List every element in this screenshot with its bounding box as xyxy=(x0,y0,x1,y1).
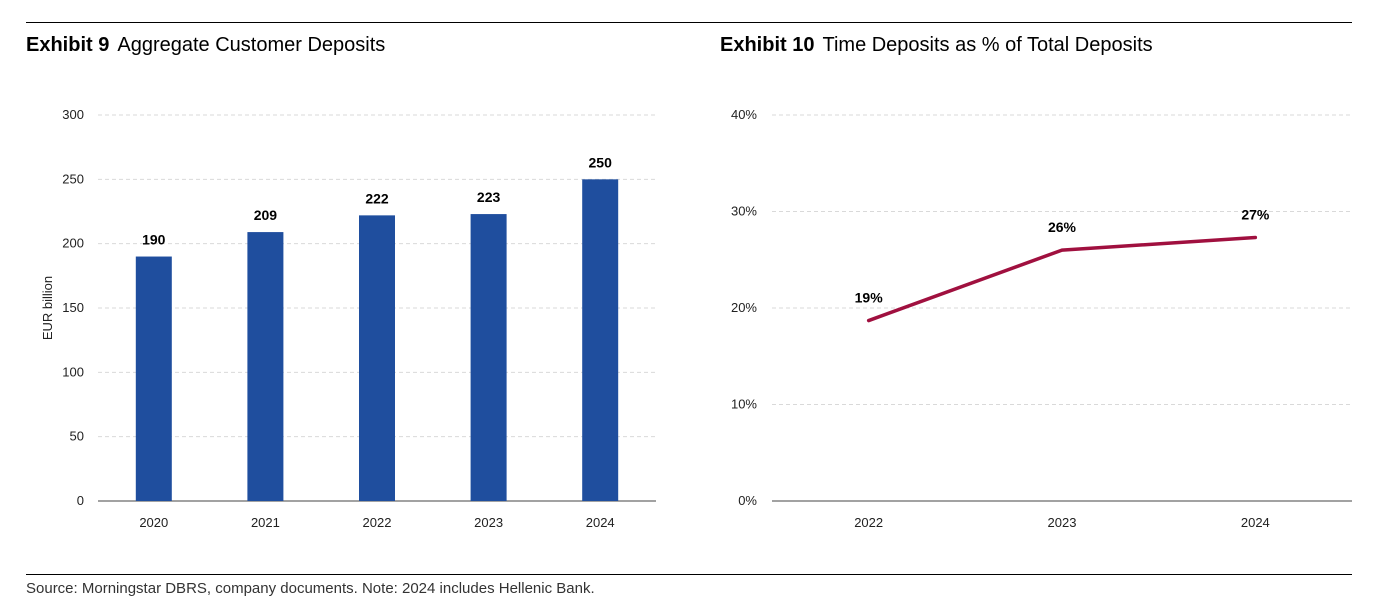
x-tick-label: 2020 xyxy=(139,515,168,530)
x-tick-label: 2024 xyxy=(1241,515,1270,530)
bar xyxy=(247,232,284,501)
x-tick-label: 2021 xyxy=(251,515,280,530)
y-tick-label: 10% xyxy=(731,397,757,412)
y-tick-label: 0 xyxy=(77,493,84,508)
data-label: 222 xyxy=(365,190,389,206)
data-point xyxy=(867,319,871,323)
time-deposits-line-chart: 0% 10% 20% 30% 40% 19% 2022 26% 2023 27% 2024 xyxy=(731,107,1352,530)
y-tick-label: 100 xyxy=(62,364,84,379)
bar xyxy=(582,179,619,502)
y-axis-label: EUR billion xyxy=(40,276,55,340)
x-tick-label: 2022 xyxy=(854,515,883,530)
y-tick-label: 0% xyxy=(738,493,757,508)
data-point xyxy=(1060,248,1064,252)
y-tick-label: 150 xyxy=(62,300,84,315)
data-label: 190 xyxy=(142,232,166,248)
bar xyxy=(135,256,172,501)
top-rule xyxy=(26,22,1352,23)
exhibit-10-name: Time Deposits as % of Total Deposits xyxy=(822,34,1153,56)
y-tick-label: 40% xyxy=(731,107,757,122)
exhibit-9-title: Exhibit 9 Aggregate Customer Deposits xyxy=(26,34,385,57)
data-label: 250 xyxy=(589,154,613,170)
exhibit-10-number: Exhibit 10 xyxy=(720,34,815,56)
bottom-rule xyxy=(26,574,1352,575)
x-tick-label: 2024 xyxy=(586,515,615,530)
x-tick-label: 2023 xyxy=(1048,515,1077,530)
deposits-bar-chart: 0 50 100 150 200 250 300 190 2020 209 2021 222 2022 2… xyxy=(40,107,656,530)
data-label: 19% xyxy=(855,290,884,306)
y-tick-label: 50 xyxy=(70,429,84,444)
data-label: 223 xyxy=(477,189,501,205)
y-tick-label: 30% xyxy=(731,204,757,219)
x-tick-label: 2022 xyxy=(363,515,392,530)
y-tick-label: 300 xyxy=(62,107,84,122)
bar xyxy=(359,215,395,502)
bar xyxy=(470,214,507,501)
exhibit-9-number: Exhibit 9 xyxy=(26,34,110,56)
y-tick-label: 250 xyxy=(62,171,84,186)
data-label: 209 xyxy=(254,207,278,223)
data-point xyxy=(1253,236,1257,240)
data-label: 27% xyxy=(1241,207,1270,223)
y-tick-label: 200 xyxy=(62,236,84,251)
data-label: 26% xyxy=(1048,219,1077,235)
source-note: Source: Morningstar DBRS, company docume… xyxy=(26,580,595,597)
x-tick-label: 2023 xyxy=(474,515,503,530)
exhibit-9-name: Aggregate Customer Deposits xyxy=(117,34,386,56)
y-tick-label: 20% xyxy=(731,300,757,315)
exhibit-10-title: Exhibit 10 Time Deposits as % of Total De… xyxy=(720,34,1153,57)
